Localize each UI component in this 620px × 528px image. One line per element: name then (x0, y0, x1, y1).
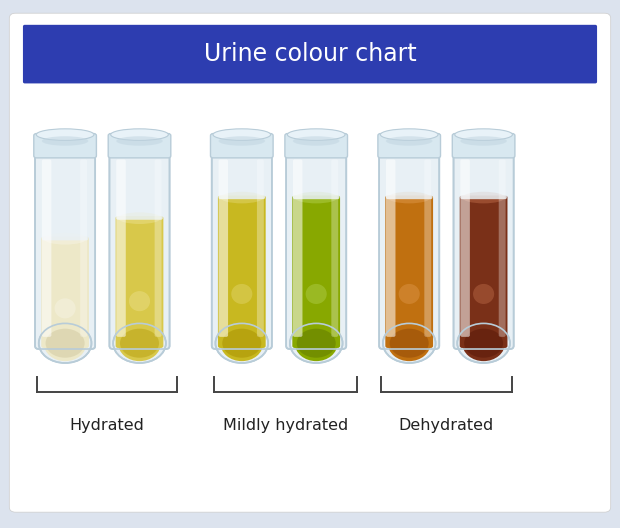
Ellipse shape (399, 284, 420, 304)
Ellipse shape (293, 136, 340, 146)
Ellipse shape (110, 129, 168, 140)
FancyBboxPatch shape (293, 195, 340, 348)
Ellipse shape (216, 323, 268, 363)
FancyBboxPatch shape (293, 138, 340, 199)
FancyBboxPatch shape (33, 134, 97, 158)
Ellipse shape (460, 136, 507, 146)
FancyBboxPatch shape (285, 134, 347, 158)
Ellipse shape (306, 284, 327, 304)
Ellipse shape (43, 233, 87, 244)
Ellipse shape (118, 212, 161, 224)
Ellipse shape (294, 192, 337, 203)
FancyBboxPatch shape (211, 134, 273, 158)
FancyBboxPatch shape (386, 195, 433, 348)
FancyBboxPatch shape (117, 138, 162, 220)
FancyBboxPatch shape (42, 138, 89, 240)
FancyBboxPatch shape (218, 195, 266, 348)
Text: Hydrated: Hydrated (69, 418, 144, 432)
Ellipse shape (386, 136, 433, 146)
FancyBboxPatch shape (293, 159, 303, 337)
Ellipse shape (463, 325, 505, 361)
Ellipse shape (118, 325, 161, 361)
Ellipse shape (38, 323, 92, 363)
FancyBboxPatch shape (212, 137, 272, 349)
FancyBboxPatch shape (154, 159, 161, 337)
Ellipse shape (55, 298, 76, 318)
FancyBboxPatch shape (424, 159, 432, 337)
Ellipse shape (213, 129, 270, 140)
Ellipse shape (221, 192, 263, 203)
Ellipse shape (218, 136, 265, 146)
Ellipse shape (222, 328, 262, 358)
Ellipse shape (296, 328, 336, 358)
FancyBboxPatch shape (42, 159, 51, 337)
FancyBboxPatch shape (379, 137, 439, 349)
FancyBboxPatch shape (460, 159, 470, 337)
FancyBboxPatch shape (498, 159, 506, 337)
Text: Dehydrated: Dehydrated (399, 418, 494, 432)
FancyBboxPatch shape (80, 159, 87, 337)
FancyBboxPatch shape (219, 138, 265, 199)
Ellipse shape (388, 192, 430, 203)
Ellipse shape (43, 325, 87, 361)
FancyBboxPatch shape (331, 159, 339, 337)
FancyBboxPatch shape (460, 195, 507, 348)
FancyBboxPatch shape (378, 134, 440, 158)
FancyBboxPatch shape (109, 137, 169, 349)
FancyBboxPatch shape (257, 159, 264, 337)
Ellipse shape (458, 323, 510, 363)
Ellipse shape (42, 136, 89, 146)
FancyBboxPatch shape (219, 159, 228, 337)
Ellipse shape (294, 325, 337, 361)
FancyBboxPatch shape (454, 137, 513, 349)
Ellipse shape (129, 291, 150, 311)
FancyBboxPatch shape (108, 134, 170, 158)
Ellipse shape (288, 129, 345, 140)
FancyBboxPatch shape (115, 216, 164, 348)
FancyBboxPatch shape (453, 134, 515, 158)
Ellipse shape (463, 192, 505, 203)
FancyBboxPatch shape (386, 159, 396, 337)
Text: Urine colour chart: Urine colour chart (203, 42, 417, 67)
FancyBboxPatch shape (23, 25, 597, 83)
FancyBboxPatch shape (117, 159, 126, 337)
FancyBboxPatch shape (460, 138, 507, 199)
FancyBboxPatch shape (41, 237, 89, 348)
Ellipse shape (464, 328, 503, 358)
FancyBboxPatch shape (286, 137, 346, 349)
Ellipse shape (381, 129, 438, 140)
Ellipse shape (455, 129, 513, 140)
Ellipse shape (290, 323, 342, 363)
Ellipse shape (117, 136, 162, 146)
Ellipse shape (473, 284, 494, 304)
FancyBboxPatch shape (9, 13, 611, 512)
Ellipse shape (383, 323, 436, 363)
Ellipse shape (113, 323, 166, 363)
Ellipse shape (120, 328, 159, 358)
Ellipse shape (36, 129, 94, 140)
Ellipse shape (45, 328, 84, 358)
Ellipse shape (390, 328, 429, 358)
FancyBboxPatch shape (35, 137, 95, 349)
FancyBboxPatch shape (386, 138, 433, 199)
Ellipse shape (388, 325, 430, 361)
Ellipse shape (231, 284, 252, 304)
Text: Mildly hydrated: Mildly hydrated (223, 418, 348, 432)
Ellipse shape (221, 325, 263, 361)
